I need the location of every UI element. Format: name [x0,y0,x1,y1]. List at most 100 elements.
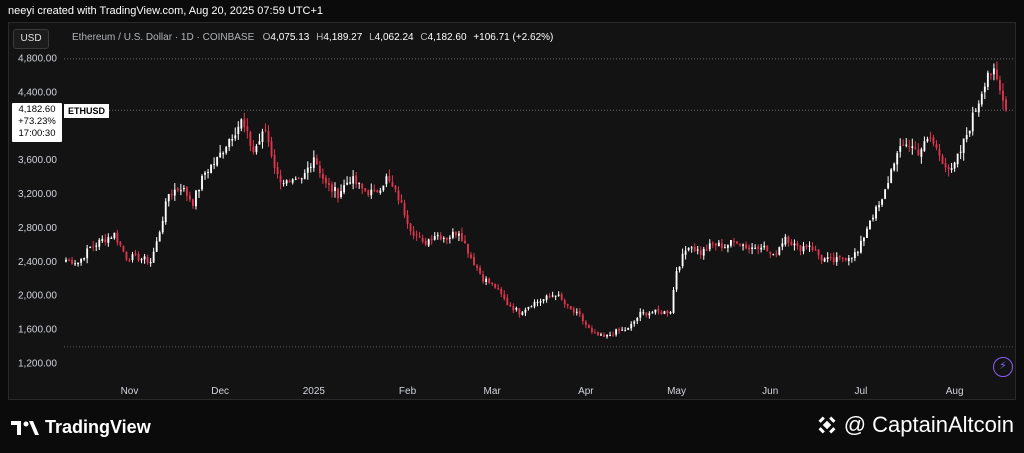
candle-body [497,288,500,290]
candle-body [950,168,953,170]
close-value: 4,182.60 [427,32,467,43]
candle-body [941,155,944,165]
candle-body [155,241,158,252]
diamond-logo-icon [818,416,836,434]
candle-body [977,103,980,113]
candle-body [953,162,956,169]
candle-body [799,245,802,252]
candle-body [234,135,237,139]
last-price: 4,182.60 [18,104,56,115]
candle-body [660,311,663,315]
candle-body [905,144,908,146]
candle-body [654,309,657,313]
candle-body [808,245,811,247]
close-key: C [420,32,428,43]
candle-body [201,175,203,190]
candle-body [584,321,587,325]
candle-body [137,253,140,261]
candle-body [119,241,122,246]
candle-body [101,238,104,241]
candle-body [294,178,297,180]
candle-body [920,149,923,157]
candle-body [445,237,448,240]
candle-body [403,203,406,216]
candle-body [512,305,515,311]
candle-body [140,259,143,261]
candle-body [781,243,784,247]
candle-body [479,267,482,274]
currency-button[interactable]: USD [13,29,49,49]
candle-body [705,249,708,251]
candle-body [893,163,896,171]
candle-body [388,175,391,182]
candle-body [838,256,841,258]
candle-body [406,214,409,224]
candle-body [467,243,469,254]
candle-body [663,311,666,314]
candle-body [968,130,971,134]
candle-body [358,182,361,184]
y-tick-label: 3,600.00 [18,155,57,166]
candle-body [436,235,439,237]
candle-body [331,184,333,192]
candle-body [992,68,995,75]
candle-body [433,236,436,240]
candle-body [890,169,893,183]
candle-body [757,246,760,250]
y-tick-label: 2,400.00 [18,257,57,268]
candle-body [751,247,754,249]
candle-body [89,247,92,249]
candle-body [80,258,83,263]
low-key: L [369,32,375,43]
candle-body [270,141,273,156]
candle-body [875,206,877,219]
lightning-icon[interactable]: ⚡ [993,357,1013,377]
candle-body [823,258,826,262]
x-tick-label: 2025 [303,386,326,397]
candle-body [131,254,134,260]
candle-body [896,153,899,165]
candle-body [376,190,379,193]
candle-body [714,243,717,246]
candle-body [666,310,669,314]
candle-body [442,237,445,239]
chart-panel[interactable] [8,22,1016,400]
candle-body [240,119,243,129]
candle-body [639,311,642,318]
candle-body [742,244,744,246]
candle-body [373,189,376,191]
candle-body [917,149,920,156]
candle-body [370,189,373,196]
candle-body [457,233,460,236]
candle-body [152,251,155,263]
y-tick-label: 2,800.00 [18,223,57,234]
candle-body [612,334,615,336]
candle-body [188,195,191,200]
candle-body [303,173,306,179]
candle-body [675,271,678,290]
candle-body [95,245,98,247]
candle-body [494,283,497,288]
candle-body [603,334,605,337]
candle-body [645,312,648,316]
candle-body [536,301,539,303]
candle-body [832,257,835,263]
candle-body [170,194,173,196]
candle-body [391,182,394,187]
candle-body [693,246,696,252]
candle-body [515,307,518,310]
candle-body [340,191,342,197]
candle-body [518,308,521,315]
candle-body [778,247,781,255]
candle-body [983,86,986,93]
candle-body [796,243,799,246]
candle-body [68,259,70,261]
candle-body [844,258,847,261]
candle-body [367,190,370,196]
candle-body [210,164,213,174]
x-tick-label: Mar [484,386,502,397]
candle-body [349,182,352,184]
candle-body [965,134,968,140]
candle-body [161,220,164,233]
